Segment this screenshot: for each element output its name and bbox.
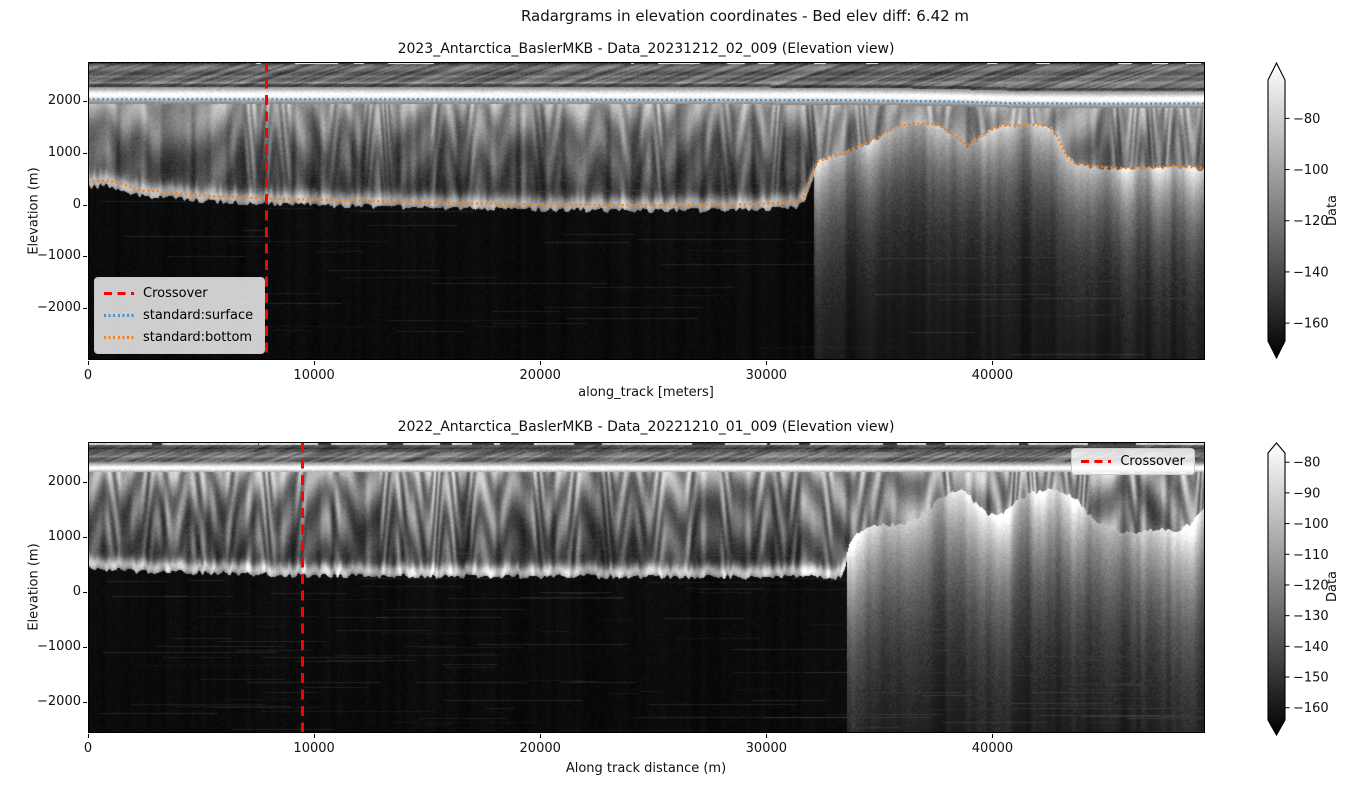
radargram-image-2022: [88, 442, 1205, 733]
y-tick: [83, 100, 87, 102]
colorbar-tick-label: −80: [1293, 456, 1320, 471]
surface-dotted-swatch: [104, 314, 134, 317]
radargram-panel-2022: Crossover: [88, 442, 1205, 733]
y-tick-label: 0: [72, 584, 81, 600]
x-tick-label: 0: [83, 741, 93, 756]
colorbar-tick-label: −160: [1293, 701, 1329, 716]
figure-title: Radargrams in elevation coordinates - Be…: [520, 7, 970, 25]
y-tick-label: 2000: [47, 92, 81, 108]
x-tick-label: 10000: [293, 368, 335, 383]
colorbar-2022: −80 −90 −100 −110 −120 −130 −140 −150 −160 Data: [1262, 441, 1362, 738]
colorbar-tick-label: −130: [1293, 609, 1329, 624]
crossover-dash-swatch: [104, 292, 134, 295]
x-tick: [766, 361, 768, 365]
y-tick-label: −2000: [37, 694, 81, 710]
y-tick-label: −1000: [37, 248, 81, 264]
colorbar-tick-label: −160: [1293, 317, 1329, 332]
x-tick-label: 40000: [971, 741, 1014, 756]
y-tick: [83, 256, 87, 258]
x-axis-label-top: along_track [meters]: [578, 385, 714, 400]
x-tick-label: 30000: [745, 368, 788, 383]
x-tick: [314, 734, 316, 738]
x-tick-label: 40000: [971, 368, 1014, 383]
x-tick: [314, 361, 316, 365]
radargram-image-2023: [88, 62, 1205, 360]
y-tick: [83, 308, 87, 310]
panel-title-2022: 2022_Antarctica_BaslerMKB - Data_2022121…: [397, 419, 895, 435]
colorbar-tick-label: −150: [1293, 671, 1329, 686]
x-tick: [88, 734, 89, 738]
x-tick: [540, 734, 542, 738]
legend-label: standard:surface: [143, 308, 254, 323]
legend-item-bottom: standard:bottom: [104, 329, 253, 346]
y-tick: [83, 482, 87, 484]
legend-item-surface: standard:surface: [104, 307, 253, 324]
x-axis-label-bottom: Along track distance (m): [565, 761, 727, 776]
legend-top: Crossover standard:surface standard:bott…: [94, 277, 266, 354]
x-tick-label: 10000: [293, 741, 335, 756]
y-tick-label: 1000: [47, 144, 81, 160]
colorbar-tick-label: −90: [1293, 486, 1320, 501]
y-tick-label: 2000: [47, 474, 81, 490]
colorbar-tick-label: −100: [1293, 163, 1329, 178]
x-tick-label: 20000: [519, 741, 561, 756]
y-tick: [83, 537, 87, 539]
legend-label: standard:bottom: [143, 330, 253, 345]
colorbar-2023: −80 −100 −120 −140 −160 Data: [1262, 61, 1362, 361]
crossover-dash-swatch: [1081, 460, 1112, 463]
x-tick-label: 20000: [519, 368, 561, 383]
x-tick-label: 0: [83, 368, 93, 383]
colorbar-label: Data: [1325, 195, 1340, 226]
y-tick-label: −2000: [37, 300, 81, 316]
colorbar-tick-label: −110: [1293, 548, 1329, 563]
legend-label: Crossover: [143, 286, 208, 301]
legend-item-crossover: Crossover: [1081, 453, 1185, 470]
y-tick: [83, 152, 87, 154]
colorbar-tick-label: −100: [1293, 517, 1329, 532]
x-tick: [540, 361, 542, 365]
crossover-line-top: [265, 62, 269, 360]
y-tick-label: 0: [72, 196, 81, 212]
bottom-dotted-swatch: [104, 336, 134, 339]
panel-title-2023: 2023_Antarctica_BaslerMKB - Data_2023121…: [397, 41, 895, 57]
y-tick: [83, 702, 87, 704]
y-tick: [83, 204, 87, 206]
x-tick-label: 30000: [745, 741, 788, 756]
colorbar-tick-label: −140: [1293, 640, 1329, 655]
crossover-line-bottom: [301, 442, 305, 733]
colorbar-tick-label: −120: [1293, 578, 1329, 593]
y-tick-label: 1000: [47, 529, 81, 545]
x-tick: [88, 361, 89, 365]
y-tick: [83, 592, 87, 594]
colorbar-tick-label: −140: [1293, 265, 1329, 280]
y-tick: [83, 647, 87, 649]
x-tick: [766, 734, 768, 738]
colorbar-tick-label: −80: [1293, 112, 1320, 127]
legend-bottom: Crossover: [1071, 448, 1195, 475]
y-tick-label: −1000: [37, 639, 81, 655]
x-tick: [992, 734, 994, 738]
colorbar-label: Data: [1325, 571, 1340, 602]
colorbar-tick-label: −120: [1293, 214, 1329, 229]
legend-item-crossover: Crossover: [104, 285, 253, 302]
radargram-panel-2023: Crossover standard:surface standard:bott…: [88, 62, 1205, 360]
legend-label: Crossover: [1120, 454, 1185, 469]
x-tick: [992, 361, 994, 365]
